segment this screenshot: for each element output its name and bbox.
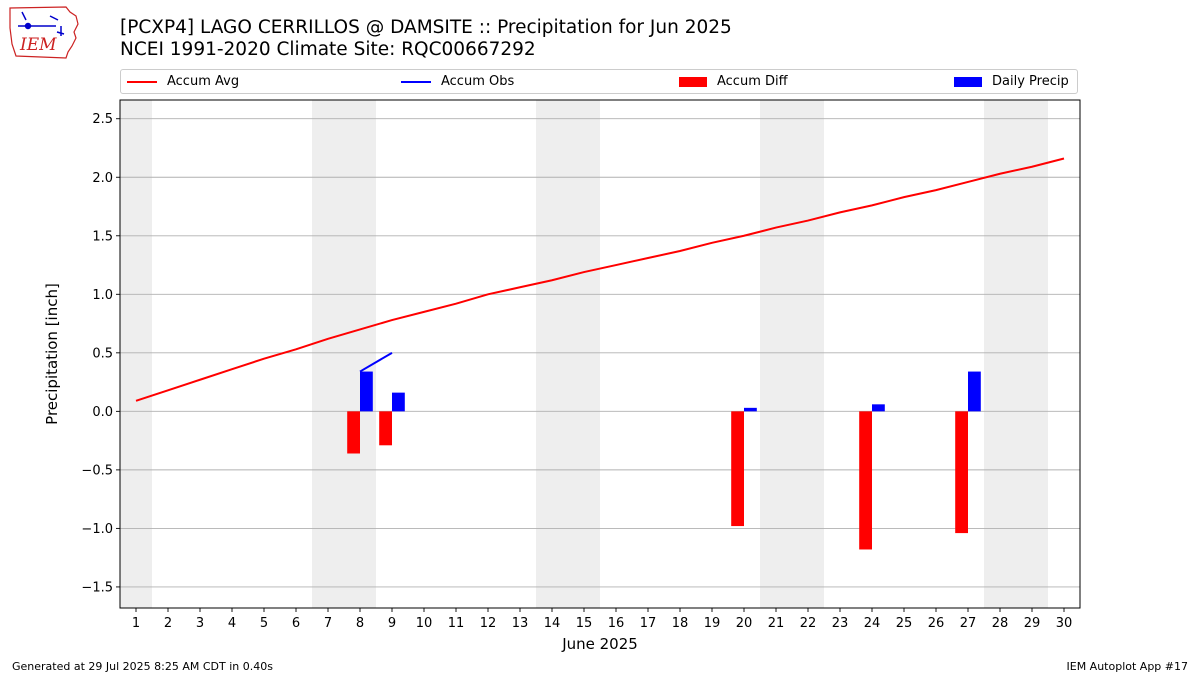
y-axis-label: Precipitation [inch]	[43, 283, 61, 425]
x-tick-label: 25	[896, 616, 913, 631]
legend-label: Daily Precip	[992, 74, 1069, 89]
legend-item-daily-precip: Daily Precip	[954, 74, 1069, 90]
weekend-shading	[120, 100, 152, 608]
x-tick-label: 17	[640, 616, 657, 631]
x-tick-label: 28	[992, 616, 1009, 631]
x-tick-label: 2	[164, 616, 172, 631]
x-axis-label-wrap: June 2025	[0, 635, 1200, 653]
weekend-shading	[536, 100, 600, 608]
accum-diff-bar	[379, 411, 392, 446]
legend-item-accum-diff: Accum Diff	[679, 74, 788, 90]
weather-station-icon	[18, 11, 65, 36]
iowa-state-outline	[9, 6, 79, 59]
legend-item-accum-obs: Accum Obs	[401, 74, 514, 90]
legend-label: Accum Obs	[441, 74, 515, 89]
accum-avg-line	[135, 157, 1065, 402]
x-tick-label: 4	[228, 616, 236, 631]
x-tick-label: 13	[512, 616, 529, 631]
daily-precip-bar	[872, 404, 885, 412]
daily-precip-bar	[392, 392, 405, 412]
x-tick-label: 12	[480, 616, 497, 631]
x-tick-label: 23	[832, 616, 849, 631]
x-tick-label: 26	[928, 616, 945, 631]
x-tick-label: 21	[768, 616, 785, 631]
x-tick-label: 9	[388, 616, 396, 631]
legend-label: Accum Diff	[717, 74, 788, 89]
x-tick-label: 14	[544, 616, 561, 631]
x-tick-label: 15	[576, 616, 593, 631]
plot-frame	[119, 99, 1081, 609]
x-tick-label: 10	[416, 616, 433, 631]
x-tick-label: 7	[324, 616, 332, 631]
x-tick-label: 1	[132, 616, 140, 631]
footer-app-text: IEM Autoplot App #17	[1066, 660, 1189, 673]
legend-swatch-accum-diff	[679, 76, 707, 87]
accum-diff-bar	[955, 411, 968, 534]
x-tick-label: 29	[1024, 616, 1041, 631]
y-tick-label: 2.0	[92, 171, 113, 186]
legend-swatch-daily-precip	[954, 76, 982, 87]
weekend-shading	[984, 100, 1048, 608]
accum-diff-bar	[859, 411, 872, 550]
accum-diff-bar	[731, 411, 744, 527]
accum-obs-line	[359, 351, 393, 373]
weekend-shading	[312, 100, 376, 608]
legend-item-accum-avg: Accum Avg	[127, 74, 239, 90]
x-tick-label: 18	[672, 616, 689, 631]
x-tick-label: 6	[292, 616, 300, 631]
x-tick-label: 20	[736, 616, 753, 631]
daily-precip-bar	[968, 371, 981, 412]
x-tick-label: 8	[356, 616, 364, 631]
chart-title: [PCXP4] LAGO CERRILLOS @ DAMSITE :: Prec…	[120, 17, 732, 61]
x-tick-label: 30	[1056, 616, 1073, 631]
chart-title-line1: [PCXP4] LAGO CERRILLOS @ DAMSITE :: Prec…	[120, 17, 732, 38]
footer-generated-text: Generated at 29 Jul 2025 8:25 AM CDT in …	[12, 660, 273, 673]
legend-label: Accum Avg	[167, 74, 240, 89]
y-tick-label: −1.0	[81, 522, 113, 537]
x-tick-label: 16	[608, 616, 625, 631]
x-tick-label: 19	[704, 616, 721, 631]
x-tick-label: 22	[800, 616, 817, 631]
x-axis-label: June 2025	[562, 635, 638, 653]
y-tick-label: 2.5	[92, 112, 113, 127]
y-tick-label: −0.5	[81, 463, 113, 478]
y-tick-label: 0.5	[92, 346, 113, 361]
y-tick-label: 1.0	[92, 288, 113, 303]
daily-precip-bar	[744, 407, 757, 412]
accum-diff-bar	[347, 411, 360, 454]
x-tick-label: 5	[260, 616, 268, 631]
x-tick-label: 24	[864, 616, 881, 631]
x-tick-label: 27	[960, 616, 977, 631]
y-tick-label: 1.5	[92, 229, 113, 244]
weekend-shading	[760, 100, 824, 608]
iem-logo: IEM	[9, 6, 79, 59]
x-tick-label: 11	[448, 616, 465, 631]
daily-precip-bar	[360, 371, 373, 412]
x-tick-label: 3	[196, 616, 204, 631]
y-tick-label: −1.5	[81, 580, 113, 595]
logo-text: IEM	[19, 35, 57, 55]
legend-swatch-accum-avg	[127, 80, 157, 83]
legend-swatch-accum-obs	[401, 80, 431, 83]
y-tick-label: 0.0	[92, 405, 113, 420]
chart-legend: Accum Avg Accum Obs Accum Diff Daily Pre…	[120, 69, 1078, 94]
chart-title-line2: NCEI 1991-2020 Climate Site: RQC00667292	[120, 39, 536, 60]
